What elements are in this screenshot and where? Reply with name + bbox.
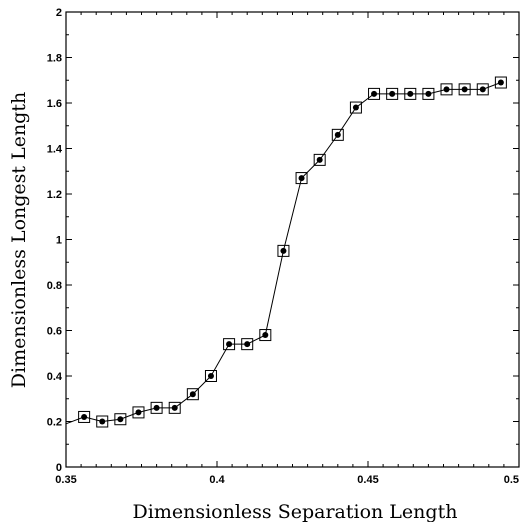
- y-tick-label: 0: [56, 462, 62, 474]
- x-tick-label: 0.45: [357, 474, 378, 486]
- data-point-square-marker: [368, 87, 381, 100]
- data-point-dot: [189, 391, 196, 398]
- y-axis-title: Dimensionless Longest Length: [8, 92, 30, 388]
- data-point-dot: [497, 79, 504, 86]
- data-point-square-marker: [241, 338, 254, 351]
- y-tick-label: 0.8: [47, 280, 62, 292]
- data-point-square-marker: [494, 76, 507, 89]
- y-tick-label: 0.4: [47, 371, 63, 383]
- y-tick-label: 1.8: [47, 53, 62, 65]
- data-point-dot: [334, 131, 341, 138]
- data-point-square-marker: [132, 406, 145, 419]
- data-point-square-marker: [313, 153, 326, 166]
- data-point-dot: [153, 404, 160, 411]
- data-point-square-marker: [440, 83, 453, 96]
- data-point-dot: [352, 104, 359, 111]
- data-point-square-marker: [168, 401, 181, 414]
- data-point-square-marker: [204, 370, 217, 382]
- data-point-square-marker: [422, 87, 435, 100]
- data-point-dot: [226, 341, 233, 348]
- data-series: [65, 76, 507, 428]
- data-point-square-marker: [331, 128, 344, 141]
- y-tick-label: 2: [56, 7, 62, 19]
- y-tick-label: 0.6: [47, 326, 62, 338]
- plot-area-frame: [65, 11, 520, 468]
- data-point-dot: [99, 418, 106, 425]
- data-point-dot: [443, 86, 450, 93]
- data-point-dot: [280, 247, 287, 254]
- data-point-dot: [389, 90, 396, 97]
- data-point-square-marker: [114, 413, 127, 426]
- data-point-square-marker: [259, 329, 272, 342]
- data-point-square-marker: [96, 415, 109, 428]
- data-point-square-marker: [78, 410, 91, 423]
- data-point-square-marker: [458, 83, 471, 96]
- y-tick-label: 1.2: [47, 189, 62, 201]
- y-tick-label: 1.6: [47, 98, 62, 110]
- data-point-dot: [298, 175, 305, 182]
- data-point-dot: [135, 409, 142, 416]
- data-point-square-marker: [404, 87, 417, 100]
- x-axis-tick-labels: 0.35 0.4 0.45 0.5: [55, 474, 519, 486]
- data-point-dot: [479, 86, 486, 93]
- data-point-dot: [244, 341, 251, 348]
- x-tick-label: 0.35: [55, 474, 76, 486]
- data-point-dot: [171, 404, 178, 411]
- data-point-dot: [81, 413, 88, 420]
- data-point-dot: [117, 416, 124, 423]
- data-point-dot: [371, 90, 378, 97]
- data-point-square-marker: [150, 401, 163, 414]
- data-point-square-marker: [386, 87, 399, 100]
- y-axis-tick-labels: 0 0.2 0.4 0.6 0.8 1 1.2 1.4 1.6 1.8 2: [47, 7, 63, 474]
- data-point-square-marker: [277, 244, 290, 257]
- y-tick-label: 1: [56, 235, 62, 247]
- axis-ticks: [65, 11, 520, 468]
- data-point-dot: [262, 332, 269, 339]
- x-axis-title: Dimensionless Separation Length: [133, 501, 458, 522]
- data-point-dot: [407, 90, 414, 97]
- data-point-dot: [425, 90, 432, 97]
- data-point-square-marker: [223, 338, 236, 351]
- x-tick-label: 0.4: [209, 474, 225, 486]
- data-point-square-marker: [476, 83, 489, 96]
- data-point-dot: [461, 86, 468, 93]
- data-point-square-marker: [349, 101, 362, 114]
- data-point-square-marker: [295, 172, 308, 185]
- y-tick-label: 0.2: [47, 417, 62, 429]
- data-point-square-marker: [186, 388, 199, 401]
- y-tick-label: 1.4: [47, 144, 63, 156]
- x-tick-label: 0.5: [504, 474, 519, 486]
- data-point-dot: [207, 373, 214, 379]
- data-point-dot: [316, 156, 323, 163]
